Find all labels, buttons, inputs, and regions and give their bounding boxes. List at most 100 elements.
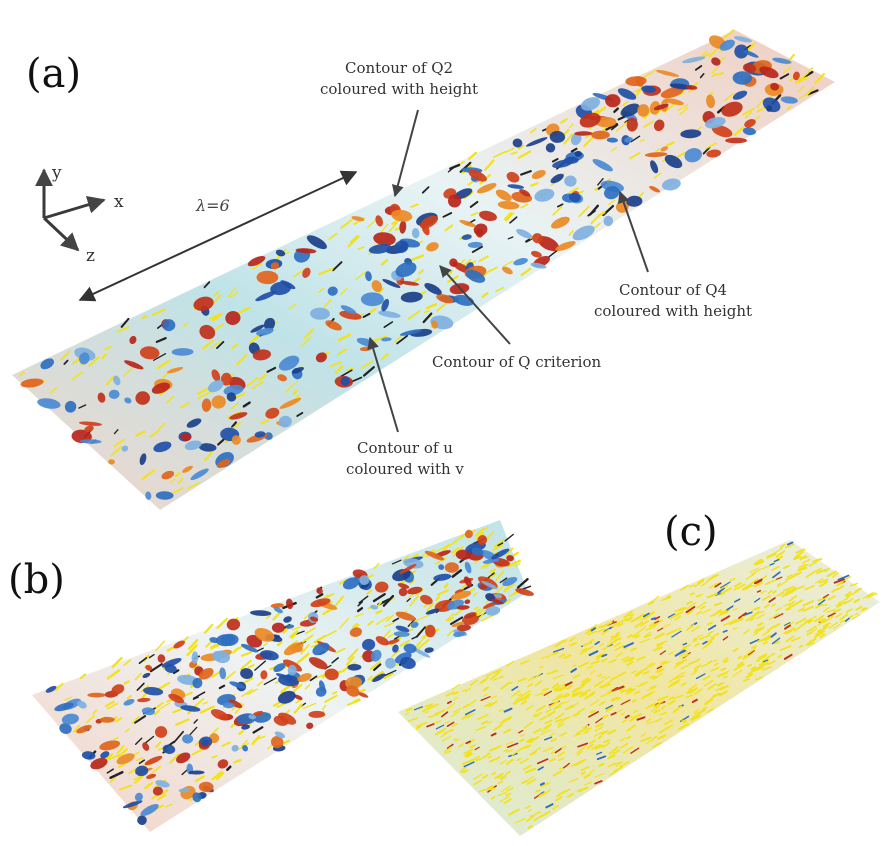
q-criterion-streak <box>571 686 583 694</box>
q-criterion-streak <box>454 738 460 742</box>
q-criterion-streak <box>444 746 453 753</box>
q-criterion-streak <box>750 578 759 585</box>
q-criterion-streak <box>467 738 475 745</box>
q4-structure <box>531 169 546 180</box>
annotation-q4-line-1: Contour of Q4 <box>619 281 728 299</box>
q-criterion-streak <box>552 804 560 810</box>
q4-structure <box>371 280 383 293</box>
q-criterion-streak <box>827 595 836 601</box>
q-criterion-streak <box>697 593 704 598</box>
q2-structure <box>347 663 362 671</box>
q4-structure <box>271 622 285 633</box>
q2-structure <box>766 105 773 112</box>
q-criterion-streak <box>314 673 326 680</box>
q-criterion-streak <box>781 592 791 598</box>
q4-structure <box>464 599 471 605</box>
q-criterion-streak <box>196 387 209 395</box>
q-criterion-streak <box>639 138 645 142</box>
q-criterion-streak <box>773 558 780 563</box>
q-criterion-streak <box>802 600 815 607</box>
q-criterion-streak <box>582 724 589 730</box>
q4-structure <box>386 639 400 645</box>
panel-c-vortex-structures <box>404 541 878 829</box>
q-criterion-streak <box>546 669 559 675</box>
q-criterion-streak <box>527 825 533 829</box>
wavelength-label: λ=6 <box>196 196 230 215</box>
q-criterion-streak <box>532 672 542 680</box>
q-criterion-streak <box>580 771 586 776</box>
q-criterion-streak <box>540 656 546 660</box>
q-criterion-streak <box>241 688 254 698</box>
q-criterion-streak <box>631 633 638 638</box>
q-criterion-streak <box>777 591 784 597</box>
q-criterion-streak <box>519 738 525 743</box>
annotation-q2: Contour of Q2 coloured with height <box>320 58 478 100</box>
q-criterion-streak <box>819 614 825 619</box>
q-criterion-streak <box>415 724 422 730</box>
q-criterion-streak <box>408 254 425 262</box>
q-criterion-streak <box>506 742 519 748</box>
q2-structure <box>124 397 132 404</box>
q4-structure <box>176 752 191 764</box>
q-criterion-streak <box>631 699 637 703</box>
q-criterion-streak <box>722 670 729 676</box>
q-criterion-streak <box>557 757 565 762</box>
q-criterion-streak <box>578 205 590 218</box>
q-criterion-streak <box>458 743 464 748</box>
q2-structure <box>424 283 442 295</box>
q4-structure <box>124 360 144 370</box>
q2-structure <box>162 319 176 332</box>
q-criterion-streak <box>626 735 632 739</box>
q-criterion-streak <box>481 720 489 725</box>
q2-structure <box>438 564 445 570</box>
q-criterion-streak <box>331 657 339 664</box>
q4-structure <box>346 685 360 697</box>
q-criterion-streak <box>169 753 180 764</box>
q-criterion-streak <box>770 652 776 657</box>
q-criterion-streak <box>560 118 568 124</box>
q-criterion-streak <box>562 128 570 137</box>
q-criterion-streak <box>769 562 775 566</box>
q-criterion-streak <box>472 773 483 780</box>
q4-structure <box>515 588 534 596</box>
q-criterion-streak <box>432 720 442 725</box>
q-criterion-streak <box>784 543 795 549</box>
q-criterion-streak <box>304 684 311 690</box>
q-criterion-streak <box>155 640 166 652</box>
q-criterion-streak <box>671 630 682 638</box>
q2-structure <box>59 723 72 735</box>
q-criterion-streak <box>506 660 515 667</box>
q-criterion-streak <box>339 617 350 629</box>
q-criterion-streak <box>657 627 664 632</box>
q2-structure <box>370 649 382 662</box>
q-criterion-streak <box>598 625 604 629</box>
q-criterion-streak <box>166 698 173 703</box>
q2-structure <box>467 241 483 248</box>
q-criterion-streak <box>626 724 636 732</box>
panel-label-b: (b) <box>8 557 65 603</box>
q2-structure <box>360 292 384 307</box>
q-criterion-streak <box>224 670 236 681</box>
q-criterion-streak <box>694 710 701 715</box>
q2-structure <box>485 606 501 616</box>
q-criterion-streak <box>109 770 124 779</box>
q-criterion-streak <box>805 571 814 578</box>
q-criterion-streak <box>520 690 531 698</box>
q4-structure <box>142 742 150 751</box>
q-criterion-streak <box>672 674 685 680</box>
q-criterion-streak <box>356 607 364 613</box>
q-criterion-streak <box>639 638 651 644</box>
q-criterion-streak <box>706 575 715 582</box>
q2-structure <box>626 195 643 207</box>
q-criterion-streak <box>540 782 550 788</box>
q-criterion-streak <box>814 603 824 609</box>
q-criterion-streak <box>315 593 324 599</box>
q4-structure <box>463 576 472 587</box>
q-criterion-streak <box>811 558 820 563</box>
q-criterion-streak <box>256 680 264 687</box>
q-criterion-streak <box>794 553 802 559</box>
q-criterion-streak <box>732 647 739 653</box>
q-criterion-streak <box>742 628 751 635</box>
q-criterion-streak <box>717 71 724 76</box>
q2-structure <box>250 610 272 616</box>
